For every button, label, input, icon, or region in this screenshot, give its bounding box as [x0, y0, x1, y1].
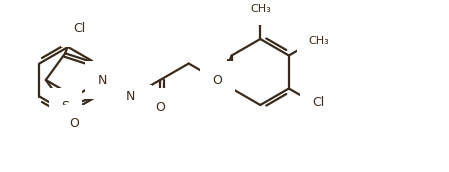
- Text: CH₃: CH₃: [250, 4, 271, 14]
- Text: O: O: [155, 101, 165, 114]
- Text: N: N: [97, 73, 107, 87]
- Text: Cl: Cl: [312, 96, 325, 109]
- Text: O: O: [70, 117, 79, 130]
- Text: CH₃: CH₃: [308, 36, 329, 46]
- Text: Cl: Cl: [74, 22, 86, 35]
- Text: N: N: [126, 90, 135, 103]
- Text: H: H: [104, 70, 112, 80]
- Text: H: H: [132, 96, 141, 106]
- Text: S: S: [61, 100, 69, 113]
- Text: O: O: [212, 73, 222, 87]
